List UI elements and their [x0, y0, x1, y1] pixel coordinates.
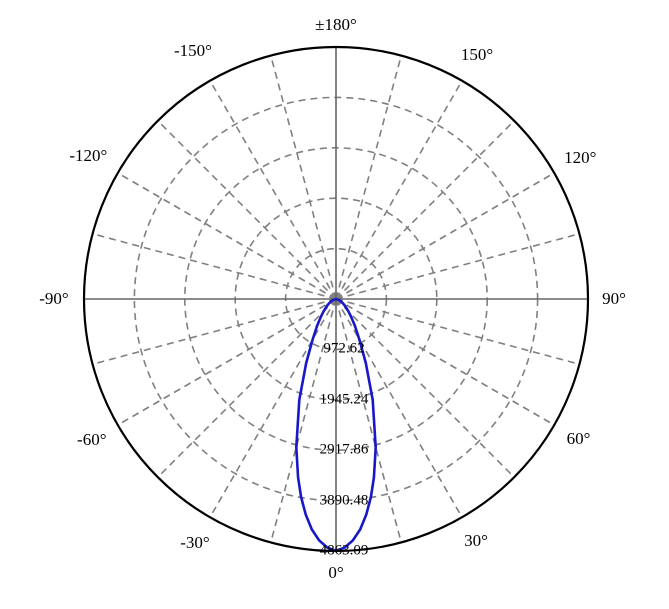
angle-label: 150°: [461, 45, 493, 65]
angle-label: -30°: [180, 533, 209, 553]
angle-label: 0°: [328, 563, 343, 583]
angle-label: 120°: [564, 148, 596, 168]
angle-label: 90°: [602, 289, 626, 309]
radial-label: 1945.24: [320, 391, 369, 408]
angle-label: -90°: [39, 289, 68, 309]
angle-label: -120°: [69, 146, 107, 166]
angle-label: -150°: [174, 41, 212, 61]
radial-label: 972.62: [323, 341, 364, 358]
polar-svg: [0, 0, 669, 609]
angle-label: -60°: [77, 430, 106, 450]
radial-label: 4863.09: [320, 543, 369, 560]
radial-label: 2917.86: [320, 442, 369, 459]
polar-chart: ±180° 150° 120° 90° 60° 30° 0° -30° -60° -90° -120…: [0, 0, 669, 609]
radial-label: 3890.48: [320, 492, 369, 509]
angle-label: 30°: [464, 531, 488, 551]
angle-label: 60°: [567, 429, 591, 449]
angle-label: ±180°: [315, 15, 357, 35]
